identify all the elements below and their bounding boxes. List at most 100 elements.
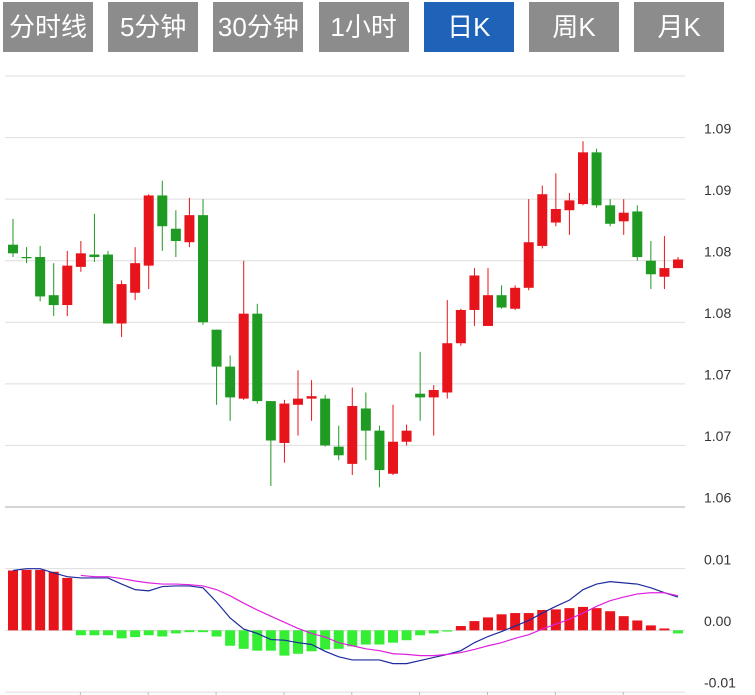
y-tick-label: 1.06 [704, 490, 731, 506]
candle-body [483, 295, 493, 326]
macd-bar [455, 626, 466, 631]
macd-bar [578, 606, 588, 631]
macd-bar [8, 570, 18, 631]
macd-bar [401, 630, 412, 641]
macd-bar [48, 571, 59, 631]
candle-body [442, 343, 453, 393]
macd-bar [130, 630, 141, 638]
macd-bar [306, 630, 317, 652]
macd-bar [157, 630, 168, 637]
candle-body [48, 295, 59, 306]
candle-body [415, 393, 426, 398]
y-tick-label: 1.07 [704, 428, 731, 444]
candle-body [116, 284, 127, 324]
macd-bar [198, 630, 208, 633]
macd-bar [170, 630, 181, 634]
macd-bar [388, 630, 398, 643]
macd-bar [374, 630, 385, 645]
candle-body [428, 390, 439, 398]
candle-body [143, 195, 154, 266]
tab[interactable]: 5分钟 [108, 2, 199, 52]
macd-bar [320, 630, 331, 650]
macd-bar [415, 630, 426, 636]
tab[interactable]: 分时线 [3, 2, 93, 52]
candle-body [523, 242, 534, 288]
candle-body [537, 194, 548, 246]
candle-body [455, 309, 466, 344]
y-tick-label: 1.08 [704, 305, 731, 321]
candle-body [225, 366, 236, 398]
candle-body [184, 215, 195, 243]
candle-body [469, 275, 480, 310]
candle-body [347, 406, 358, 464]
candle-body [8, 244, 18, 254]
macd-bar [35, 569, 46, 631]
tab[interactable]: 月K [634, 2, 725, 52]
candle-body [293, 398, 303, 405]
macd-bar [333, 630, 344, 649]
macd-bar [75, 630, 86, 636]
macd-line [12, 568, 679, 665]
y-tick-label: 1.07 [704, 367, 731, 383]
macd-bar [442, 630, 453, 632]
candle-body [170, 228, 181, 242]
candle-body [89, 254, 100, 258]
y-tick-label: 1.09 [704, 120, 731, 136]
macd-bar [360, 630, 371, 645]
macd-bar [483, 617, 493, 631]
macd-bar [618, 616, 629, 631]
candle-body [645, 260, 656, 275]
macd-bar [89, 630, 100, 636]
candle-body [252, 313, 263, 402]
tab[interactable]: 日K [423, 2, 514, 52]
y-tick-label: 1.08 [704, 243, 731, 259]
candle-body [238, 313, 249, 399]
candle-body [496, 295, 507, 308]
candle-body [265, 401, 276, 441]
macd-bar [238, 630, 249, 649]
macd-bar [591, 608, 602, 631]
macd-bar [645, 625, 656, 631]
candle-body [591, 152, 602, 206]
tab[interactable]: 1小时 [318, 2, 409, 52]
macd-bar [252, 630, 263, 651]
candle-body [401, 430, 412, 442]
candle-body [198, 215, 208, 323]
y-tick-label: -0.01 [704, 675, 736, 691]
y-tick-label: 0.00 [704, 613, 731, 629]
macd-bar [116, 630, 127, 639]
macd-bar [673, 630, 683, 634]
macd-bar [550, 609, 561, 631]
macd-bar [279, 630, 290, 656]
macd-bar [265, 630, 276, 651]
macd-bar [347, 630, 358, 647]
candle-body [550, 208, 561, 223]
macd-bar [469, 621, 480, 631]
candle-body [35, 257, 46, 297]
candle-body [21, 257, 32, 259]
candle-body [632, 211, 643, 258]
candle-body [103, 254, 113, 324]
candle-body [388, 441, 398, 474]
macd-bar [21, 569, 32, 631]
candle-body [374, 430, 385, 471]
macd-bar [632, 620, 643, 631]
candle-body [279, 403, 290, 443]
macd-bar [537, 609, 548, 631]
macd-bar [293, 630, 303, 654]
candle-body [618, 212, 629, 222]
macd-bar [62, 577, 73, 631]
candle-body [306, 396, 317, 399]
y-tick-label: 1.09 [704, 182, 731, 198]
macd-bar [496, 614, 507, 631]
candle-body [510, 287, 521, 309]
macd-bar [225, 630, 236, 646]
macd-bar [428, 630, 439, 634]
candle-body [62, 265, 73, 306]
y-tick-label: 0.01 [704, 551, 731, 567]
tab[interactable]: 30分钟 [213, 2, 304, 52]
candle-body [360, 408, 371, 431]
tab[interactable]: 周K [529, 2, 619, 52]
candle-body [564, 200, 575, 211]
